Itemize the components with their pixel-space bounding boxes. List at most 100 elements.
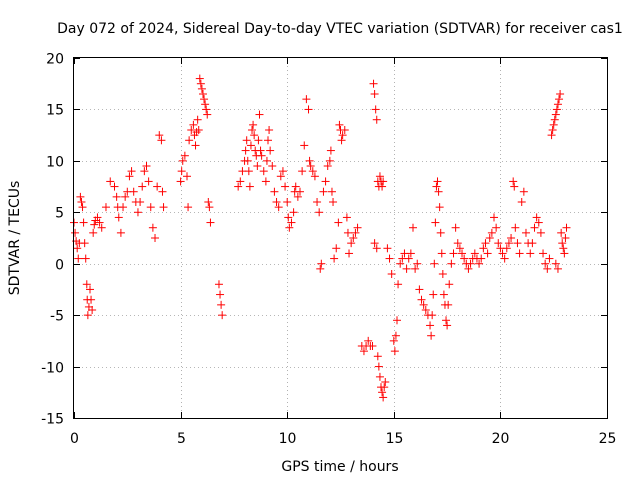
data-point xyxy=(268,162,277,170)
data-point xyxy=(78,203,87,212)
data-point xyxy=(552,105,561,114)
data-point xyxy=(153,182,162,191)
data-point xyxy=(429,290,438,299)
data-point xyxy=(261,177,270,186)
data-point xyxy=(343,228,352,237)
data-point xyxy=(218,311,227,320)
data-point xyxy=(264,136,273,145)
grid-lines xyxy=(74,58,607,418)
data-point xyxy=(185,136,194,145)
data-point xyxy=(321,177,330,186)
data-point xyxy=(194,126,203,134)
data-point xyxy=(278,167,287,176)
data-point xyxy=(89,228,98,237)
y-tick-label: 5 xyxy=(55,206,64,222)
data-point xyxy=(383,244,392,253)
data-point xyxy=(515,249,524,258)
data-point xyxy=(283,198,292,206)
data-point xyxy=(436,228,445,237)
data-point xyxy=(281,182,290,191)
data-point xyxy=(443,321,452,330)
data-point xyxy=(349,234,358,242)
data-point xyxy=(217,300,226,309)
data-point xyxy=(504,239,513,248)
data-point xyxy=(201,100,210,109)
data-point xyxy=(178,156,187,165)
data-point xyxy=(500,254,509,263)
data-point xyxy=(216,290,225,299)
data-point xyxy=(245,182,254,191)
data-point xyxy=(334,218,343,227)
data-point xyxy=(243,156,252,165)
data-point xyxy=(110,182,119,191)
data-point xyxy=(191,141,200,150)
data-point xyxy=(148,223,157,232)
data-point xyxy=(509,177,518,186)
data-point xyxy=(375,372,384,381)
data-point xyxy=(534,218,543,227)
data-point xyxy=(272,198,281,206)
data-point xyxy=(431,218,440,227)
data-point xyxy=(73,244,82,253)
data-point xyxy=(558,239,567,248)
data-point xyxy=(129,187,138,196)
y-axis-label: SDTVAR / TECUs xyxy=(7,181,23,296)
data-point xyxy=(519,187,528,196)
data-point xyxy=(293,192,302,201)
data-point xyxy=(316,264,325,273)
data-point xyxy=(492,223,501,232)
data-point xyxy=(426,321,435,330)
data-point xyxy=(138,182,147,191)
data-point xyxy=(513,239,522,248)
x-tick-label: 25 xyxy=(599,431,617,447)
data-point xyxy=(121,192,130,201)
data-point xyxy=(270,187,279,196)
data-point xyxy=(543,264,552,273)
data-point xyxy=(93,213,102,222)
data-point xyxy=(530,223,539,232)
data-point xyxy=(536,228,545,237)
data-point xyxy=(521,228,530,237)
data-point xyxy=(483,249,492,258)
data-point xyxy=(375,172,384,181)
y-tick-label: 15 xyxy=(46,103,64,119)
data-point xyxy=(112,192,121,201)
data-point xyxy=(553,264,562,273)
data-point xyxy=(298,167,307,176)
data-point xyxy=(146,203,155,212)
data-point xyxy=(396,259,405,268)
data-point xyxy=(439,290,448,299)
data-point xyxy=(419,300,428,309)
data-point xyxy=(182,172,191,181)
data-point xyxy=(187,126,196,134)
data-point xyxy=(330,254,339,263)
data-point xyxy=(406,249,415,258)
data-point xyxy=(550,115,559,124)
data-point xyxy=(372,115,381,124)
data-point xyxy=(244,167,253,176)
data-point xyxy=(291,182,300,191)
data-point xyxy=(133,208,142,217)
data-point xyxy=(87,295,96,304)
data-point xyxy=(80,239,89,248)
data-point xyxy=(287,218,296,227)
y-tick-label: -10 xyxy=(41,361,64,377)
data-point xyxy=(549,120,558,129)
x-axis-label: GPS time / hours xyxy=(281,459,398,475)
data-point xyxy=(417,295,426,304)
data-point xyxy=(373,352,382,361)
data-point xyxy=(481,239,490,248)
data-point xyxy=(248,126,257,134)
x-tick-label: 15 xyxy=(386,431,404,447)
data-point xyxy=(79,218,88,227)
x-tick-label: 20 xyxy=(492,431,510,447)
data-point xyxy=(319,187,328,196)
data-point xyxy=(197,84,206,93)
y-tick-label: -15 xyxy=(41,412,64,428)
data-point xyxy=(136,198,145,206)
data-point xyxy=(479,244,488,253)
data-point xyxy=(259,167,268,176)
data-point xyxy=(250,131,259,140)
data-point xyxy=(460,254,469,263)
data-point xyxy=(285,223,294,232)
